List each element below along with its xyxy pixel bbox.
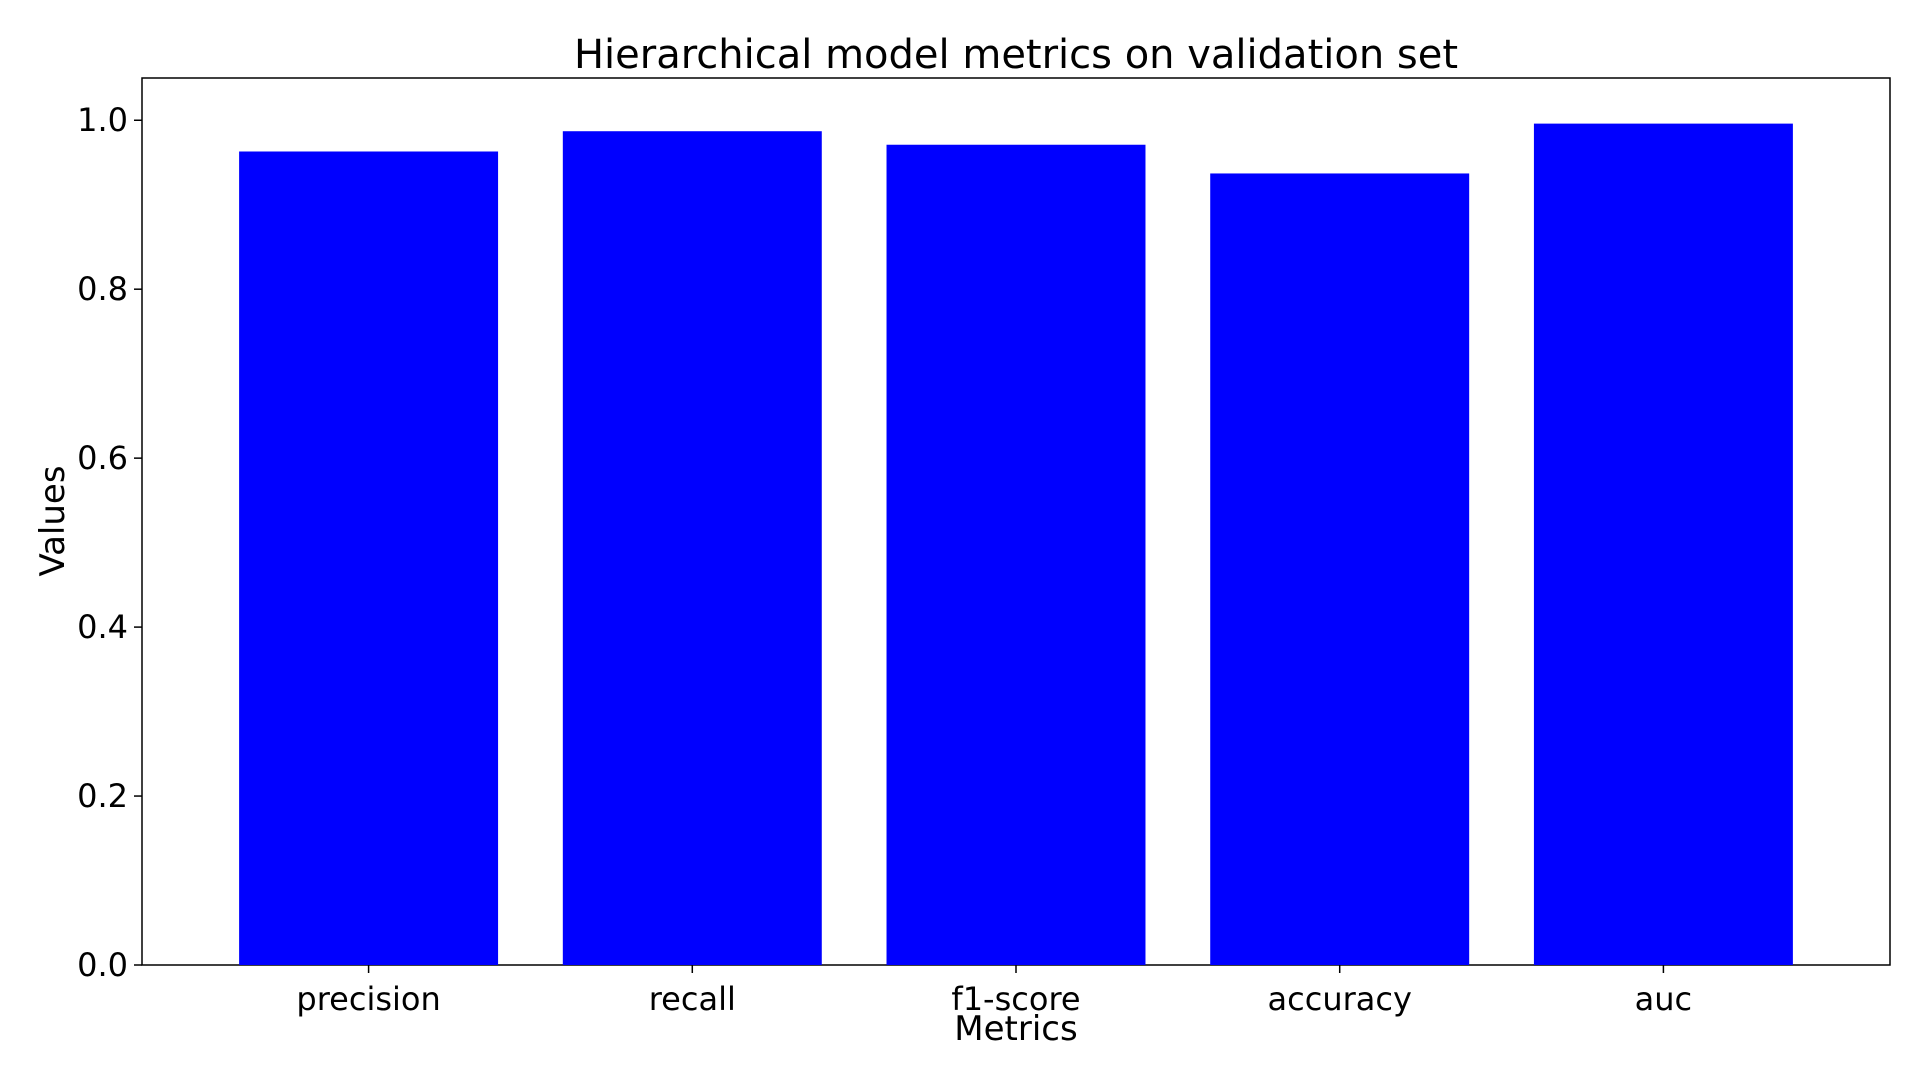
y-tick-label: 0.4 <box>77 608 128 646</box>
chart-title: Hierarchical model metrics on validation… <box>574 32 1458 78</box>
x-axis-label: Metrics <box>954 1009 1077 1049</box>
x-tick-label-auc: auc <box>1635 980 1692 1018</box>
x-tick-label-recall: recall <box>649 980 736 1018</box>
bar-recall <box>562 131 822 966</box>
y-tick-label: 0.0 <box>77 946 128 984</box>
x-tick-label-accuracy: accuracy <box>1268 980 1412 1018</box>
y-tick-label: 0.8 <box>77 270 128 308</box>
bar-f1-score <box>886 144 1146 965</box>
bar-auc <box>1533 123 1793 966</box>
y-axis-ticks: 0.0 0.2 0.4 0.6 0.8 1.0 <box>77 101 142 984</box>
x-tick-label-f1-score: f1-score <box>951 980 1080 1018</box>
y-tick-label: 0.6 <box>77 439 128 477</box>
bar-accuracy <box>1210 173 1470 965</box>
y-axis-label: Values <box>33 465 73 576</box>
y-tick-label: 1.0 <box>77 101 128 139</box>
x-tick-label-precision: precision <box>296 980 440 1018</box>
x-axis-ticks: precision recall f1-score accuracy auc <box>296 965 1692 1018</box>
bar-precision <box>239 151 499 966</box>
bars-group <box>239 123 1793 966</box>
y-tick-label: 0.2 <box>77 777 128 815</box>
